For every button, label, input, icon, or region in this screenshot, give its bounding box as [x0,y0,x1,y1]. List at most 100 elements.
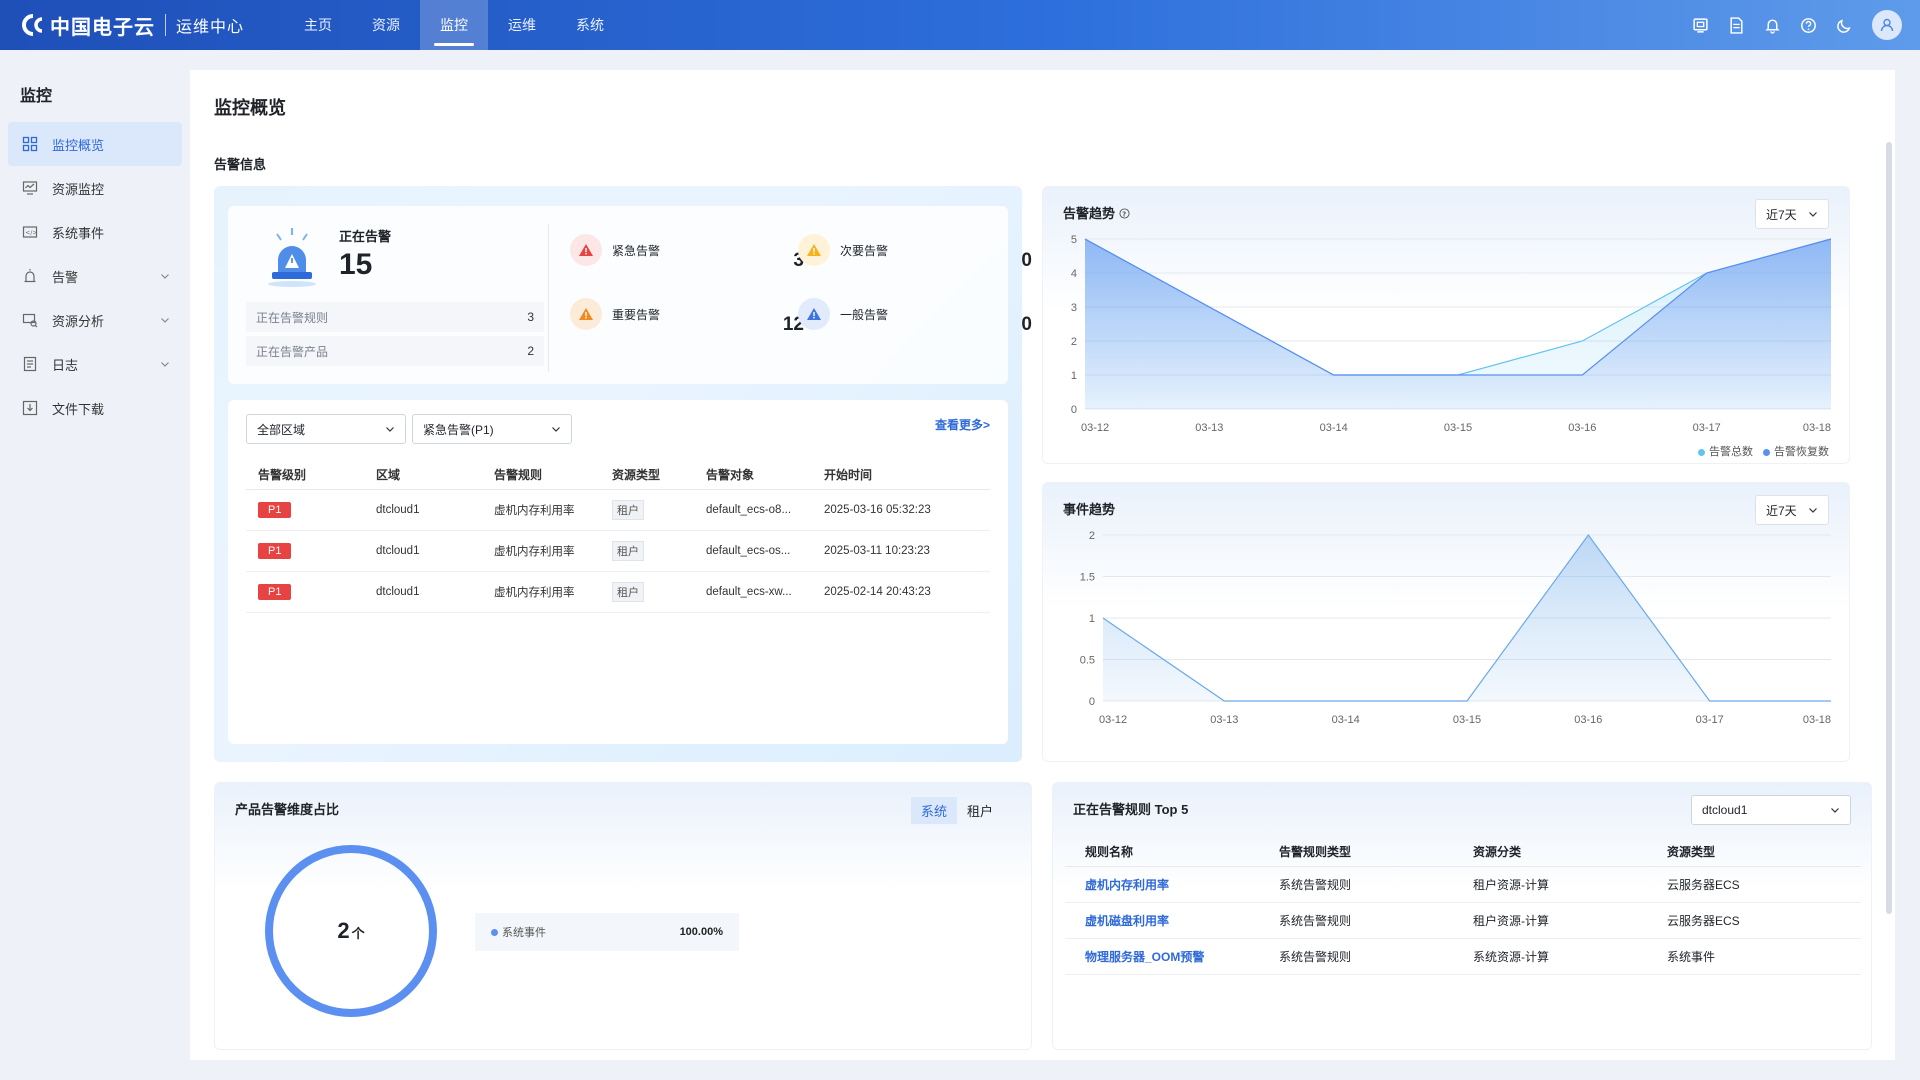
column-header: 资源分类 [1473,845,1522,859]
rule-name-link[interactable]: 虚机内存利用率 [1085,878,1170,892]
tab-system[interactable]: 系统 [910,797,957,824]
column-header: 规则名称 [1085,845,1134,859]
donut-ring [265,845,437,1017]
y-tick-label: 1.5 [1080,572,1095,584]
sidebar-item-resource-analysis[interactable]: 资源分析 [8,298,182,342]
region-select[interactable]: 全部区域 [246,414,406,444]
alert-range-select[interactable]: 近7天 [1755,199,1829,229]
sidebar: 监控 监控概览 资源监控 </> 系统事件 告警 资源分析 日志 文件下载 [0,50,190,1080]
section-title-alert: 告警信息 [214,157,267,172]
nav-monitor[interactable]: 监控 [420,0,489,50]
y-tick-label: 1 [1089,613,1095,625]
screen-icon[interactable] [1682,0,1718,50]
alert-range-value: 近7天 [1766,207,1797,222]
sidebar-item-log[interactable]: 日志 [8,342,182,386]
object-cell: default_ecs-o8... [706,504,792,516]
table-row[interactable]: P1 dtcloud1 虚机内存利用率 租户 default_ecs-xw...… [246,572,990,613]
grid-icon [22,136,38,152]
table-row: 虚机磁盘利用率 系统告警规则 租户资源-计算 云服务器ECS [1065,903,1861,939]
rule-name-link[interactable]: 物理服务器_OOM预警 [1085,950,1205,964]
sidebar-item-label: 文件下载 [52,401,105,417]
vertical-scrollbar[interactable] [1886,142,1892,914]
x-tick-label: 03-15 [1453,714,1481,726]
active-products-label: 正在告警产品 [256,344,329,359]
top5-region-select[interactable]: dtcloud1 [1691,795,1851,825]
user-avatar[interactable] [1872,10,1902,40]
resource-type-cell: 云服务器ECS [1667,878,1740,892]
legend-dot [1763,448,1770,456]
y-tick-label: 3 [1071,302,1077,314]
event-range-select[interactable]: 近7天 [1755,495,1829,525]
top-icons [1682,0,1902,50]
object-cell: default_ecs-xw... [706,586,792,598]
legend-label: 告警总数 [1709,446,1753,458]
page-title: 监控概览 [214,98,286,118]
column-header: 资源类型 [612,468,661,482]
table-row[interactable]: P1 dtcloud1 虚机内存利用率 租户 default_ecs-o8...… [246,490,990,531]
nav-ops[interactable]: 运维 [508,17,537,33]
x-tick-label: 03-12 [1081,422,1109,434]
sidebar-item-file-download[interactable]: 文件下载 [8,386,182,430]
category-cell: 租户资源-计算 [1473,878,1549,892]
alert-trend-title: 告警趋势 ? [1063,203,1130,222]
nav-system[interactable]: 系统 [576,17,605,33]
severity-major: 重要告警 [570,298,660,330]
active-products-value: 2 [527,344,534,358]
sidebar-item-label: 资源监控 [52,181,105,197]
sidebar-item-resource-monitor[interactable]: 资源监控 [8,166,182,210]
rule-cell: 虚机内存利用率 [494,546,575,558]
warning-icon [570,298,602,330]
bell-icon[interactable] [1754,0,1790,50]
tab-tenant[interactable]: 租户 [966,804,993,819]
top-bar: 中国电子云 运维中心 主页 资源 监控 运维 系统 [0,0,1920,50]
legend-label: 告警恢复数 [1774,446,1829,458]
alert-trend-title-text: 告警趋势 [1063,206,1116,221]
severity-label: 一般告警 [840,307,889,322]
sidebar-item-label: 资源分析 [52,313,105,329]
help-icon[interactable]: ? [1119,208,1130,219]
category-cell: 系统资源-计算 [1473,950,1549,964]
x-tick-label: 03-18 [1803,714,1831,726]
severity-minor-value: 0 [1021,250,1032,271]
svg-text:</>: </> [25,230,37,237]
donut-center-unit: 个 [351,926,366,941]
sidebar-item-alarm[interactable]: 告警 [8,254,182,298]
brand-logo[interactable]: 中国电子云 运维中心 [20,11,244,40]
help-icon[interactable] [1790,0,1826,50]
region-cell: dtcloud1 [376,504,420,516]
level-select[interactable]: 紧急告警(P1) [412,414,572,444]
rule-cell: 虚机内存利用率 [494,587,575,599]
column-header: 资源类型 [1667,845,1716,859]
type-tag: 租户 [612,541,644,561]
view-more-link[interactable]: 查看更多> [934,418,990,432]
chevron-down-icon [161,274,169,279]
alarm-light-icon [268,228,316,287]
severity-label: 重要告警 [612,307,661,322]
severity-normal-value: 0 [1021,314,1032,335]
column-header: 区域 [376,468,401,482]
event-trend-card: 事件趋势 近7天 0 0.5 1 1.5 2 03-12 03-13 03-14 03-15 03… [1042,482,1850,762]
active-rules-label: 正在告警规则 [256,310,329,325]
sidebar-item-label: 监控概览 [52,137,105,153]
alert-trend-legend: 告警总数 告警恢复数 [1698,443,1829,459]
event-icon: </> [22,226,37,238]
sidebar-item-overview[interactable]: 监控概览 [8,122,182,166]
y-tick-label: 0 [1089,696,1095,708]
level-badge: P1 [258,543,292,559]
alarm-icon [24,269,36,283]
severity-label: 次要告警 [840,243,889,258]
nav-home[interactable]: 主页 [304,17,333,33]
document-icon[interactable] [1718,0,1754,50]
x-tick-label: 03-16 [1568,422,1596,434]
table-row[interactable]: P1 dtcloud1 虚机内存利用率 租户 default_ecs-os...… [246,531,990,572]
x-tick-label: 03-12 [1099,714,1127,726]
sidebar-item-system-events[interactable]: </> 系统事件 [8,210,182,254]
nav-resource[interactable]: 资源 [372,17,401,33]
brand-subtitle: 运维中心 [176,19,245,36]
rule-name-link[interactable]: 虚机磁盘利用率 [1085,914,1170,928]
moon-icon[interactable] [1826,0,1862,50]
donut-center-value: 2 [337,918,349,943]
chevron-down-icon [386,427,394,432]
chevron-down-icon [161,318,169,323]
